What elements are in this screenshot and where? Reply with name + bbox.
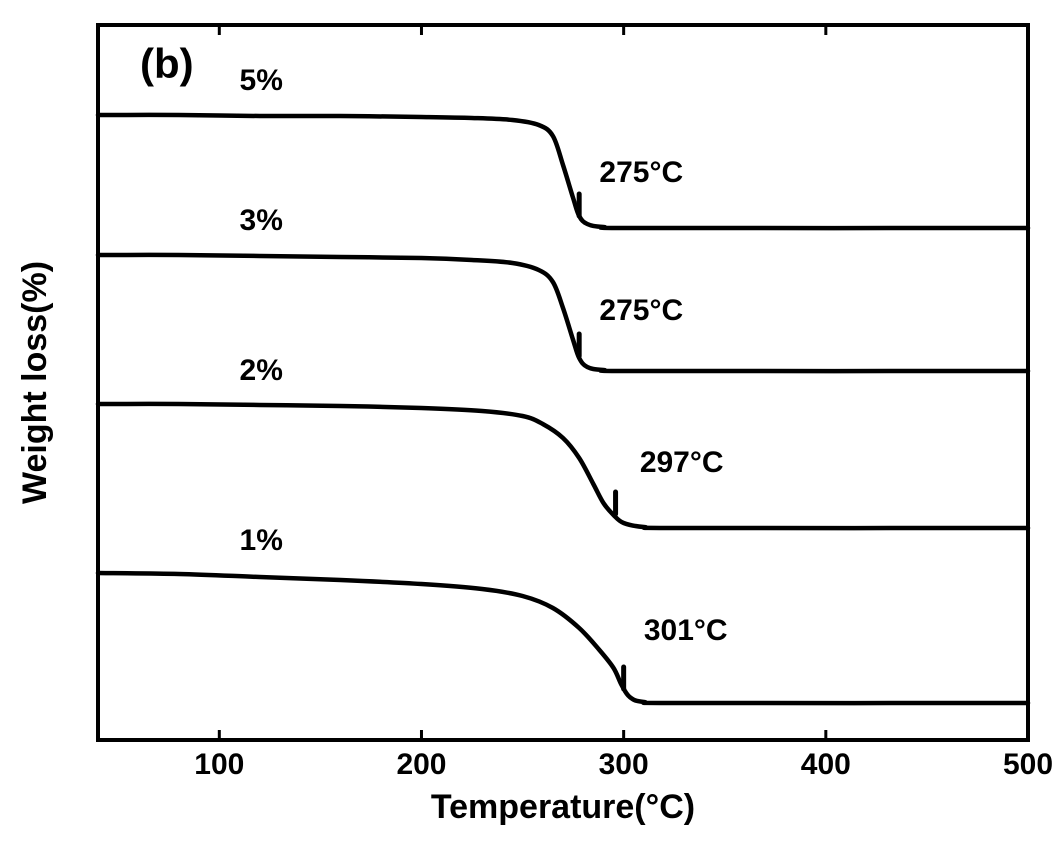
xtick-label: 300 <box>599 748 649 781</box>
temp-label-5pct: 275°C <box>599 156 683 189</box>
series-name-2pct: 2% <box>240 354 283 387</box>
temp-label-1pct: 301°C <box>644 614 728 647</box>
series-name-5pct: 5% <box>240 64 283 97</box>
panel-label: (b) <box>140 40 194 87</box>
temp-label-3pct: 275°C <box>599 294 683 327</box>
axes-box <box>98 25 1028 740</box>
xtick-label: 500 <box>1003 748 1053 781</box>
series-name-3pct: 3% <box>240 204 283 237</box>
xtick-label: 400 <box>801 748 851 781</box>
x-axis-title: Temperature(°C) <box>431 788 695 826</box>
y-axis-title: Weight loss(%) <box>16 261 54 504</box>
xtick-label: 200 <box>396 748 446 781</box>
chart-container: 100 200 300 400 500 Temperature(°C) Weight los… <box>0 0 1061 847</box>
series-name-1pct: 1% <box>240 524 283 557</box>
temp-label-2pct: 297°C <box>640 446 724 479</box>
xtick-label: 100 <box>194 748 244 781</box>
